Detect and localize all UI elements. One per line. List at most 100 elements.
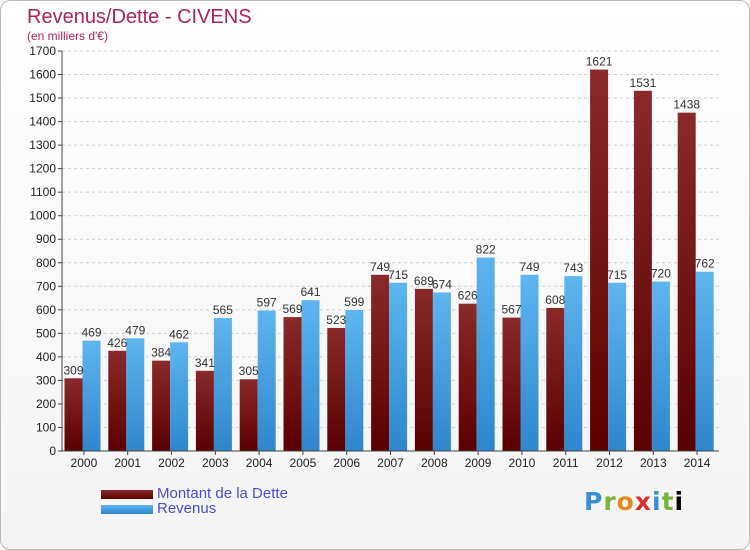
y-tick-label: 1500 [29, 91, 56, 105]
bar-dette [590, 69, 609, 452]
y-tick-label: 700 [36, 279, 56, 293]
y-tick-label: 100 [36, 420, 56, 434]
x-tick-label: 2001 [114, 456, 141, 470]
value-label-dette: 749 [370, 260, 390, 274]
value-label-dette: 305 [239, 364, 259, 378]
y-tick-label: 1700 [29, 44, 56, 58]
y-tick-label: 1600 [29, 68, 56, 82]
bar-dette [546, 307, 565, 451]
x-tick-label: 2005 [290, 456, 317, 470]
bar-revenus [564, 276, 583, 451]
proxiti-logo: Proxiti [584, 487, 685, 516]
legend-label-dette: Montant de la Dette [157, 485, 288, 502]
value-label-dette: 426 [107, 336, 127, 350]
value-label-revenus: 462 [169, 327, 189, 341]
value-label-revenus: 715 [388, 268, 408, 282]
bar-dette [371, 274, 390, 451]
value-label-dette: 1621 [586, 55, 613, 69]
bar-dette [677, 112, 696, 451]
value-label-dette: 384 [151, 346, 171, 360]
value-label-dette: 1438 [673, 98, 700, 112]
y-tick-label: 1200 [29, 162, 56, 176]
legend-swatch-revenus [101, 505, 153, 514]
x-tick-label: 2014 [684, 456, 711, 470]
bar-revenus [213, 318, 232, 451]
x-tick-label: 2011 [553, 456, 579, 470]
chart-subtitle: (en milliers d'€) [27, 29, 108, 43]
value-label-revenus: 715 [607, 268, 627, 282]
x-tick-label: 2009 [465, 456, 492, 470]
bar-revenus [389, 282, 408, 451]
bar-dette [502, 317, 521, 451]
y-tick-label: 500 [36, 326, 56, 340]
y-tick-label: 200 [36, 397, 56, 411]
bar-revenus [126, 338, 145, 451]
value-label-revenus: 469 [81, 326, 101, 340]
x-tick-label: 2013 [640, 456, 667, 470]
legend-swatch-dette [101, 490, 153, 499]
x-tick-label: 2003 [202, 456, 229, 470]
chart-title: Revenus/Dette - CIVENS [27, 6, 252, 28]
value-label-dette: 608 [545, 293, 565, 307]
y-tick-label: 1100 [30, 185, 56, 199]
y-tick-label: 0 [49, 444, 56, 458]
bar-revenus [257, 310, 276, 451]
bar-revenus [476, 257, 495, 451]
value-label-revenus: 720 [651, 267, 671, 281]
bar-dette [283, 317, 302, 451]
bar-revenus [695, 271, 714, 451]
value-label-revenus: 479 [125, 323, 145, 337]
bar-dette [108, 350, 127, 451]
value-label-revenus: 565 [213, 303, 233, 317]
value-label-revenus: 674 [432, 277, 452, 291]
y-tick-label: 1400 [29, 115, 56, 129]
value-label-dette: 626 [458, 289, 478, 303]
value-label-dette: 689 [414, 274, 434, 288]
value-label-revenus: 597 [257, 296, 277, 310]
x-tick-label: 2008 [421, 456, 448, 470]
y-tick-label: 1300 [29, 138, 56, 152]
y-tick-label: 900 [36, 232, 56, 246]
value-label-dette: 309 [63, 363, 83, 377]
bar-revenus [608, 282, 627, 451]
bar-dette [195, 370, 214, 451]
bar-revenus [170, 342, 189, 451]
bar-revenus [82, 340, 101, 451]
bar-dette [414, 288, 433, 451]
value-label-revenus: 743 [563, 261, 583, 275]
y-tick-label: 400 [36, 350, 56, 364]
value-label-revenus: 599 [344, 295, 364, 309]
value-label-revenus: 822 [476, 243, 496, 257]
x-tick-label: 2004 [246, 456, 273, 470]
x-tick-label: 2006 [333, 456, 360, 470]
y-tick-label: 300 [36, 373, 56, 387]
y-tick-label: 1000 [29, 209, 56, 223]
y-tick-label: 800 [36, 256, 56, 270]
value-label-dette: 341 [195, 356, 215, 370]
y-tick-label: 600 [36, 303, 56, 317]
value-label-dette: 1531 [630, 76, 657, 90]
bar-revenus [520, 274, 539, 451]
bar-revenus [301, 300, 320, 451]
bar-dette [152, 360, 171, 451]
bar-dette [64, 378, 83, 451]
bar-revenus [651, 281, 670, 451]
bar-revenus [345, 310, 364, 451]
value-label-revenus: 641 [300, 285, 320, 299]
value-label-revenus: 749 [519, 260, 539, 274]
value-label-dette: 567 [501, 303, 521, 317]
bar-dette [327, 327, 346, 451]
x-tick-label: 2002 [158, 456, 185, 470]
value-label-dette: 569 [282, 302, 302, 316]
bar-dette [458, 303, 477, 451]
value-label-revenus: 762 [695, 257, 715, 271]
x-tick-label: 2000 [71, 456, 98, 470]
bar-revenus [432, 292, 451, 451]
x-tick-label: 2012 [596, 456, 623, 470]
value-label-dette: 523 [326, 313, 346, 327]
x-tick-label: 2007 [377, 456, 404, 470]
bar-dette [239, 379, 258, 451]
legend-label-revenus: Revenus [157, 500, 217, 517]
